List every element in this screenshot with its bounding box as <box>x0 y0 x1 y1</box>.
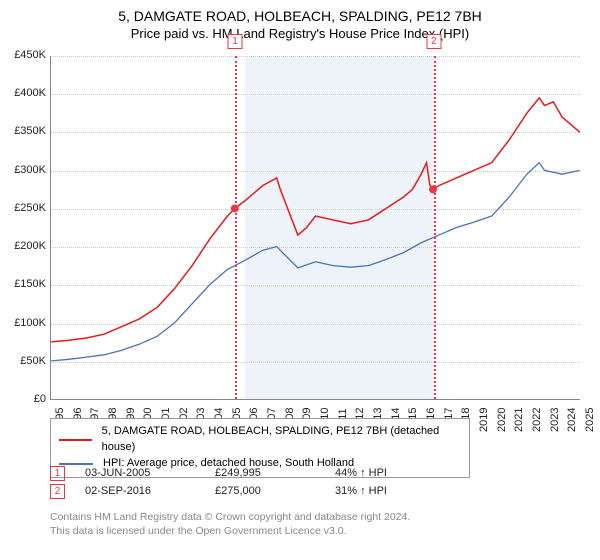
marker-vline <box>235 56 237 399</box>
marker-index-box: 2 <box>426 34 441 49</box>
attribution-line1: Contains HM Land Registry data © Crown c… <box>50 510 410 524</box>
marker-row: 2 02-SEP-2016£275,00031% ↑ HPI <box>50 482 455 500</box>
series-line <box>51 98 579 342</box>
line-plot <box>51 56 580 399</box>
marker-row-date: 02-SEP-2016 <box>85 485 215 497</box>
y-axis-label: £100K <box>0 317 46 329</box>
plot-area: 12 <box>50 56 580 400</box>
x-axis-label: 2020 <box>496 408 508 432</box>
x-axis-label: 2019 <box>478 408 490 432</box>
y-axis-label: £450K <box>0 49 46 61</box>
chart-title: 5, DAMGATE ROAD, HOLBEACH, SPALDING, PE1… <box>0 0 600 24</box>
marker-table: 1 03-JUN-2005£249,99544% ↑ HPI 2 02-SEP-201… <box>50 464 455 500</box>
marker-row-price: £249,995 <box>215 467 335 479</box>
marker-vline <box>434 56 436 399</box>
y-axis-label: £0 <box>0 393 46 405</box>
marker-row-date: 03-JUN-2005 <box>85 467 215 479</box>
legend-swatch-1 <box>59 439 92 441</box>
y-axis-label: £400K <box>0 87 46 99</box>
y-axis-label: £50K <box>0 355 46 367</box>
marker-row-pct: 44% ↑ HPI <box>335 467 455 479</box>
marker-row: 1 03-JUN-2005£249,99544% ↑ HPI <box>50 464 455 482</box>
marker-row-index: 1 <box>50 466 65 481</box>
marker-index-box: 1 <box>228 34 243 49</box>
x-axis-label: 2025 <box>584 408 596 432</box>
y-axis-label: £150K <box>0 278 46 290</box>
marker-row-index: 2 <box>50 484 65 499</box>
attribution: Contains HM Land Registry data © Crown c… <box>50 510 410 538</box>
y-axis-label: £300K <box>0 164 46 176</box>
x-axis-label: 2022 <box>531 408 543 432</box>
chart-subtitle: Price paid vs. HM Land Registry's House … <box>0 24 600 41</box>
y-axis-label: £350K <box>0 125 46 137</box>
marker-row-price: £275,000 <box>215 485 335 497</box>
x-axis-label: 2021 <box>513 408 525 432</box>
x-axis-label: 2024 <box>566 408 578 432</box>
chart-container: 5, DAMGATE ROAD, HOLBEACH, SPALDING, PE1… <box>0 0 600 560</box>
series-line <box>51 163 579 361</box>
marker-row-pct: 31% ↑ HPI <box>335 485 455 497</box>
attribution-line2: This data is licensed under the Open Gov… <box>50 524 410 538</box>
y-axis-label: £250K <box>0 202 46 214</box>
x-axis-label: 2023 <box>549 408 561 432</box>
legend-label-1: 5, DAMGATE ROAD, HOLBEACH, SPALDING, PE1… <box>102 424 461 456</box>
y-axis-label: £200K <box>0 240 46 252</box>
